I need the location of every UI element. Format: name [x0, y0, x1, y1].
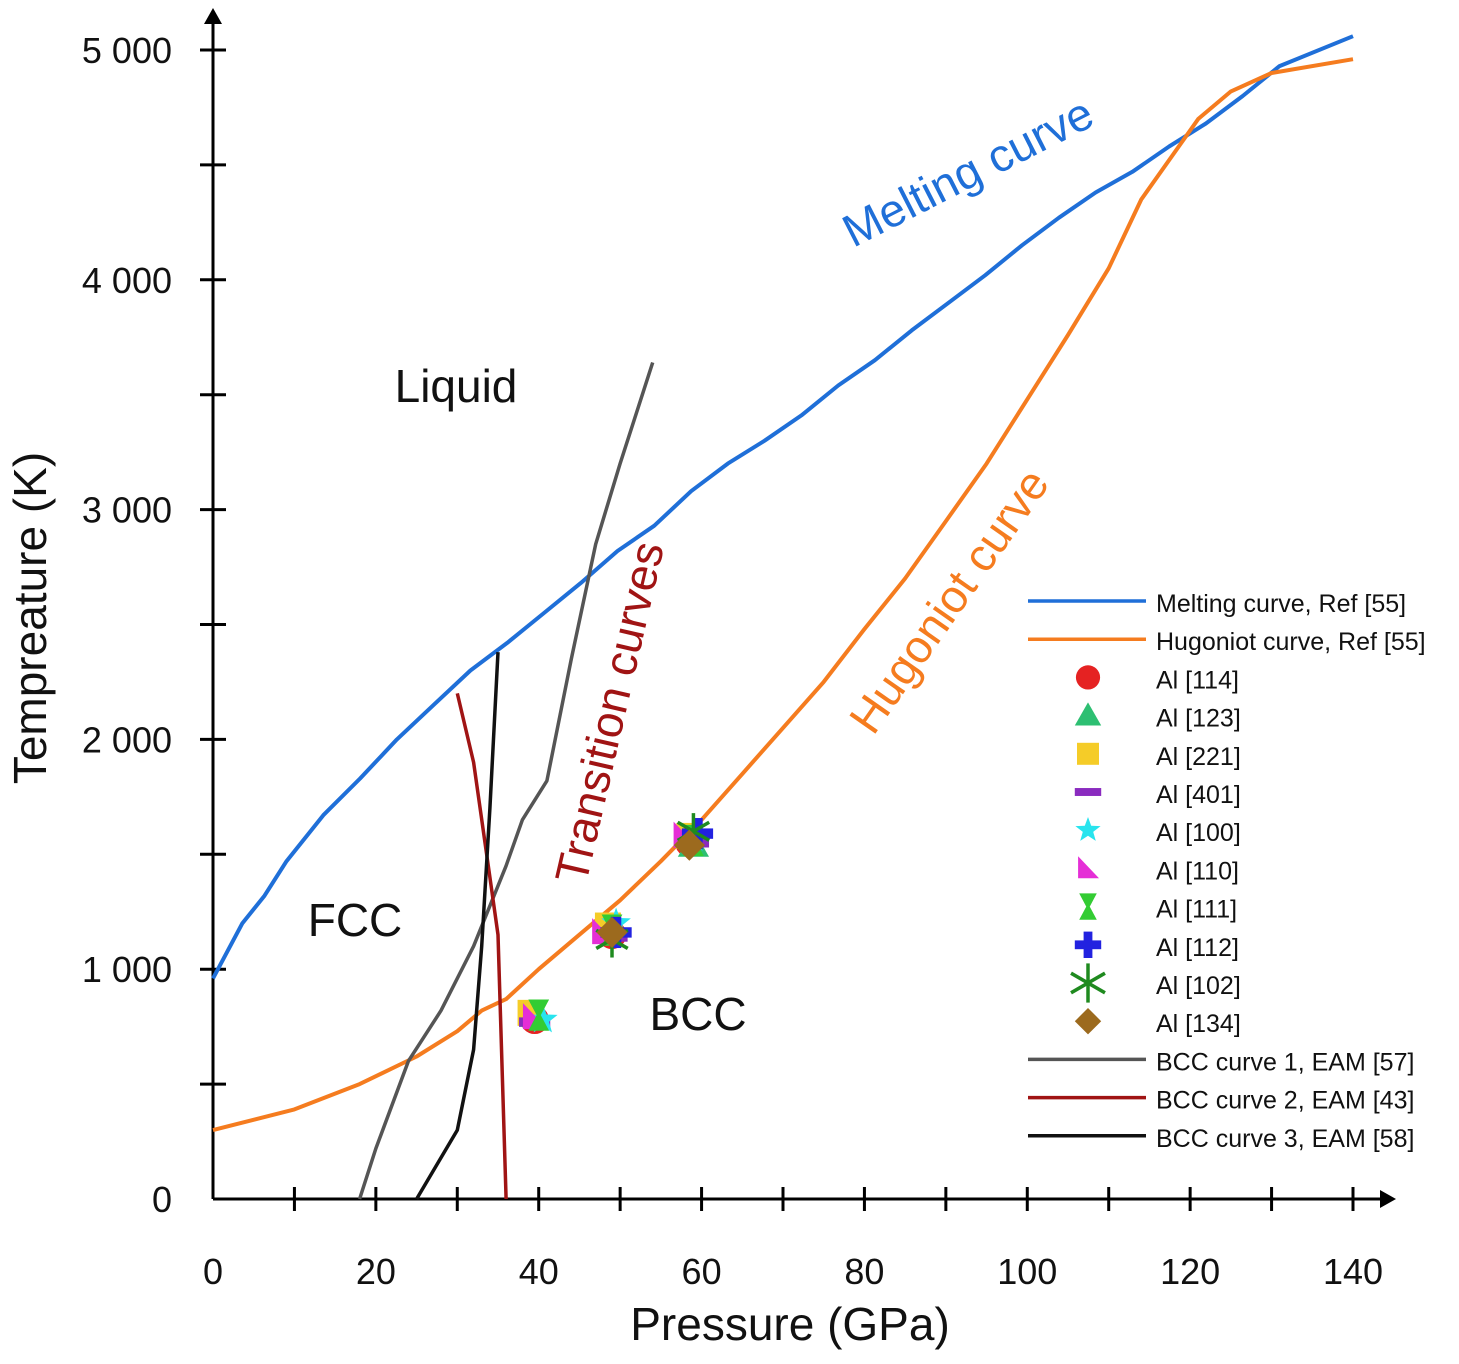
region-label-fcc: FCC	[308, 894, 403, 946]
hugoniot-curve-label: Hugoniot curve	[839, 459, 1059, 742]
y-ticks	[200, 48, 226, 1086]
y-tick-label: 1 000	[82, 949, 172, 990]
x-tick-label: 120	[1160, 1251, 1220, 1292]
x-tick-label: 100	[997, 1251, 1057, 1292]
legend-marker-swatch	[1074, 702, 1102, 726]
legend-label: Al [112]	[1156, 934, 1239, 962]
bcc3-curve	[415, 652, 500, 1200]
legend-label: Al [100]	[1156, 819, 1241, 847]
region-label-bcc: BCC	[649, 988, 746, 1040]
legend-marker-swatch	[1075, 817, 1101, 841]
legend-label: Al [134]	[1156, 1010, 1241, 1038]
legend-marker-swatch	[1078, 856, 1099, 879]
y-tick-label: 5 000	[82, 30, 172, 71]
x-tick-label: 80	[844, 1251, 884, 1292]
y-axis-arrow	[204, 8, 222, 24]
data-marker	[596, 916, 628, 949]
legend-label: BCC curve 3, EAM [58]	[1156, 1125, 1414, 1153]
legend-label: Melting curve, Ref [55]	[1156, 590, 1406, 618]
x-ticks	[292, 1187, 1355, 1211]
legend-marker-swatch	[1075, 665, 1101, 690]
y-tick-label: 2 000	[82, 719, 172, 760]
data-marker	[673, 829, 705, 861]
x-tick-labels: 0 20 40 60 80 100 120 140	[203, 1251, 1383, 1292]
y-tick-label: 3 000	[82, 490, 172, 531]
legend-label: Hugoniot curve, Ref [55]	[1156, 628, 1426, 656]
y-axis-title: Tempreature (K)	[4, 452, 56, 784]
y-tick-labels: 0 1 000 2 000 3 000 4 000 5 000	[82, 30, 172, 1220]
legend-label: Al [102]	[1156, 972, 1241, 1000]
x-tick-label: 0	[203, 1251, 223, 1292]
y-tick-label: 0	[152, 1179, 172, 1220]
legend-label: Al [221]	[1156, 743, 1241, 771]
bcc1-curve	[357, 361, 655, 1200]
bcc2-curve	[455, 692, 508, 1200]
melting-curve-label: Melting curve	[834, 86, 1101, 257]
legend-label: Al [110]	[1156, 857, 1239, 885]
transition-curves-label: Transition curves	[545, 537, 674, 888]
legend-marker-swatch	[1074, 931, 1102, 958]
y-tick-label: 4 000	[82, 260, 172, 301]
legend-marker-swatch	[1077, 742, 1099, 765]
legend-marker-swatch	[1079, 893, 1097, 920]
data-marker	[528, 999, 550, 1031]
data-marker	[527, 1004, 558, 1033]
hugoniot-curve	[212, 57, 1354, 1133]
legend-label: Al [401]	[1156, 781, 1241, 809]
x-tick-label: 20	[356, 1251, 396, 1292]
legend: Melting curve, Ref [55] Hugoniot curve, R…	[1028, 590, 1426, 1153]
markers	[517, 813, 714, 1035]
x-tick-label: 140	[1323, 1251, 1383, 1292]
legend-marker-swatch	[1074, 1008, 1102, 1035]
x-tick-label: 60	[682, 1251, 722, 1292]
legend-label: BCC curve 2, EAM [43]	[1156, 1087, 1414, 1115]
x-axis-arrow	[1380, 1190, 1396, 1208]
legend-marker-swatch	[1070, 963, 1106, 1003]
legend-marker-swatch	[1074, 788, 1102, 796]
data-marker	[522, 1003, 548, 1030]
melting-curve	[211, 34, 1354, 980]
x-axis-title: Pressure (GPa)	[630, 1298, 950, 1350]
legend-label: Al [111]	[1156, 896, 1237, 924]
x-tick-label: 40	[519, 1251, 559, 1292]
legend-label: Al [114]	[1156, 666, 1239, 694]
legend-label: BCC curve 1, EAM [57]	[1156, 1048, 1414, 1076]
region-label-liquid: Liquid	[395, 360, 518, 412]
legend-label: Al [123]	[1156, 705, 1241, 733]
curves	[211, 34, 1354, 1200]
